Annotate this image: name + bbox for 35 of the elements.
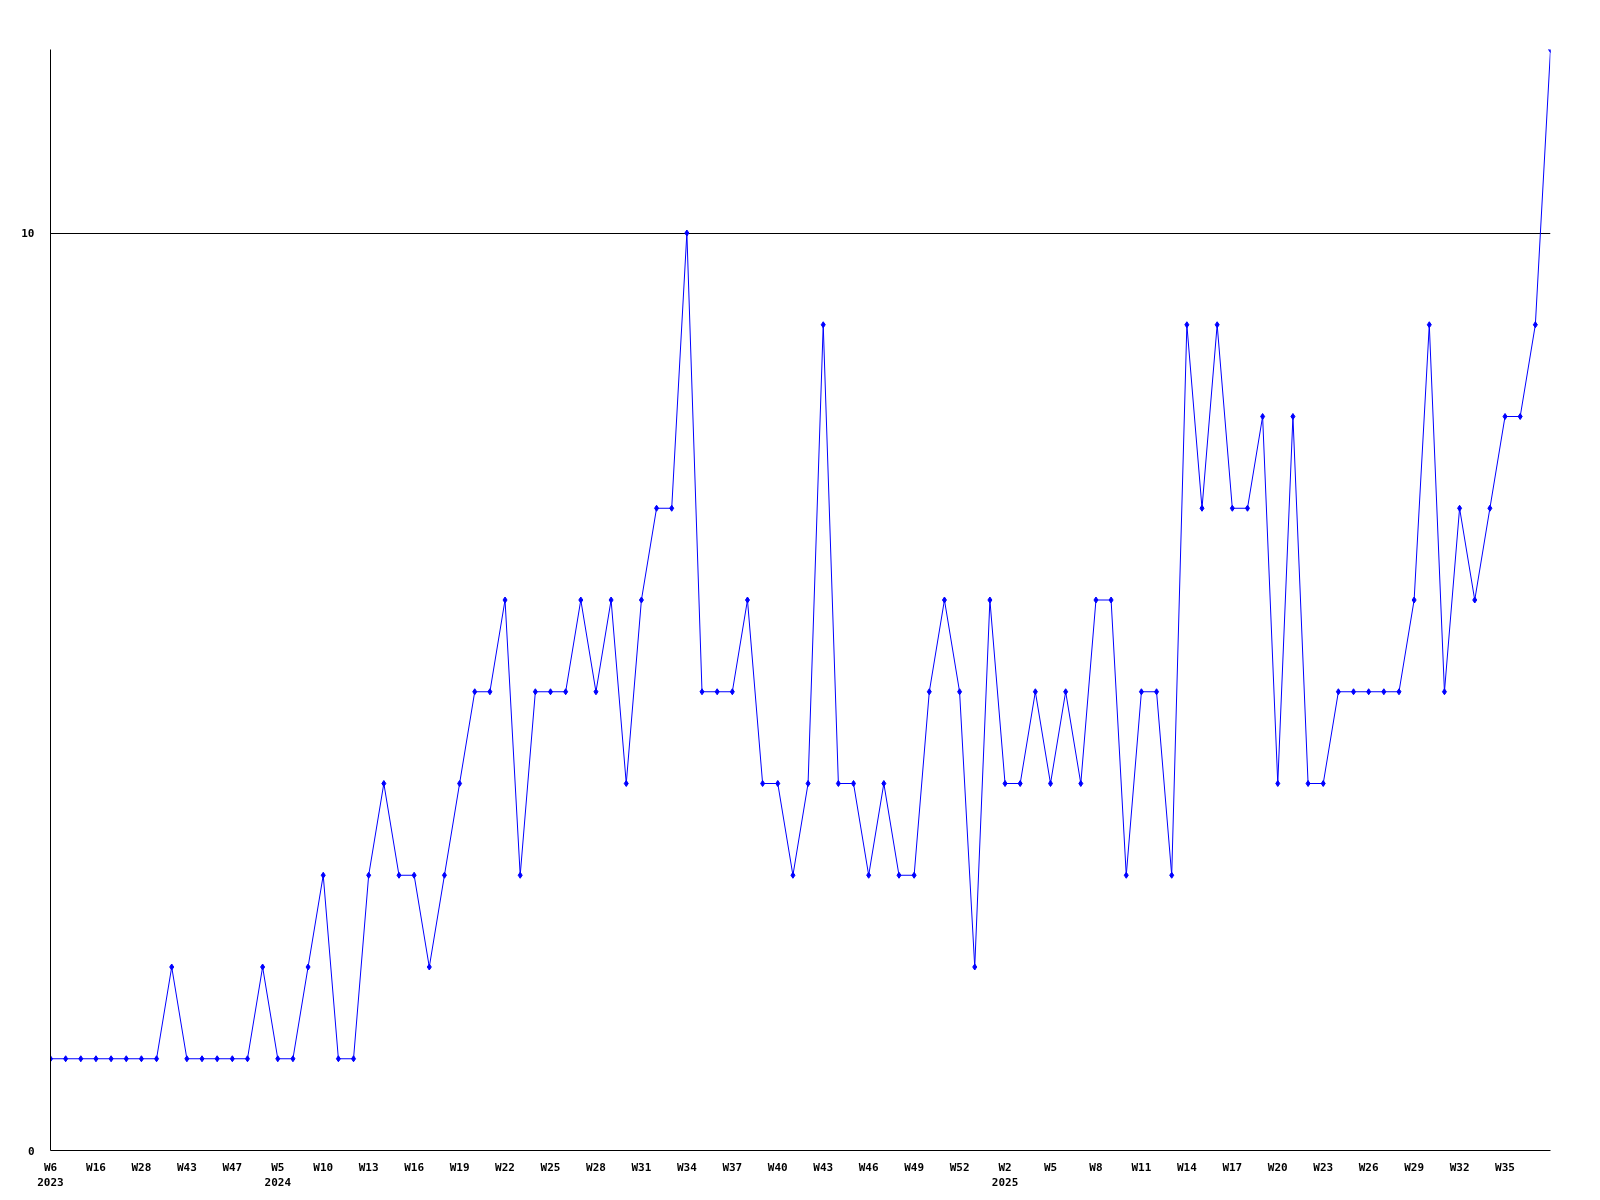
x-tick-label: W5 2024 — [264, 1160, 292, 1190]
x-tick-label: W43 — [813, 1160, 834, 1174]
x-tick-label: W22 — [495, 1160, 515, 1174]
x-tick-label: W16 — [86, 1160, 107, 1174]
x-tick-label: W13 — [358, 1160, 379, 1174]
x-tick-label: W10 — [313, 1160, 334, 1174]
x-tick-label: W19 — [449, 1160, 470, 1174]
x-tick-label: W49 — [904, 1160, 925, 1174]
x-tick-label: W52 — [949, 1160, 970, 1174]
x-tick-label: W35 — [1495, 1160, 1515, 1174]
x-tick-label: W32 — [1449, 1160, 1470, 1174]
x-tick-label: W29 — [1404, 1160, 1425, 1174]
x-tick-label: W34 — [676, 1160, 698, 1174]
x-tick-label: W16 — [404, 1160, 425, 1174]
x-tick-label: W20 — [1267, 1160, 1288, 1174]
x-tick-label: W47 — [222, 1160, 243, 1174]
x-tick-label: W5 — [1043, 1160, 1058, 1174]
x-tick-label: W26 — [1358, 1160, 1379, 1174]
x-tick-label: W31 — [631, 1160, 652, 1174]
x-tick-label: W8 — [1089, 1160, 1103, 1174]
x-tick-label: W2 2025 — [991, 1160, 1019, 1190]
y-tick-label: 0 — [27, 1144, 35, 1158]
x-tick-label: W46 — [858, 1160, 879, 1174]
x-tick-label: W37 — [722, 1160, 743, 1174]
x-tick-label: W6 2023 — [37, 1160, 64, 1190]
x-tick-label: W28 — [131, 1160, 152, 1174]
x-tick-label: W11 — [1131, 1160, 1152, 1174]
x-tick-label: W43 — [176, 1160, 197, 1174]
x-tick-label: W40 — [767, 1160, 788, 1174]
x-tick-label: W28 — [586, 1160, 606, 1174]
x-tick-label: W17 — [1222, 1160, 1243, 1174]
x-tick-label: W23 — [1313, 1160, 1334, 1174]
y-tick-label: 10 — [21, 227, 35, 240]
x-tick-label: W14 — [1176, 1160, 1198, 1174]
x-tick-label: W25 — [540, 1160, 561, 1174]
